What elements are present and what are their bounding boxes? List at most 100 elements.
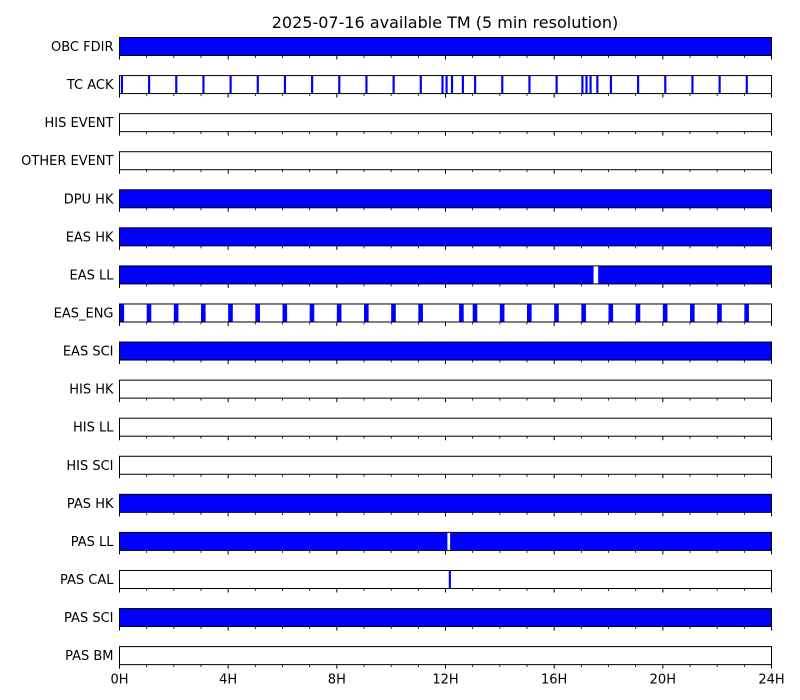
rows-layer: OBC FDIR TC ACK HIS EVENT OTHER EVENT DPU HK… [21,37,772,669]
timeline-row: DPU HK [64,189,772,212]
availability-segment [608,303,614,322]
timeline-row: PAS SCI [64,608,772,631]
availability-segment [338,75,341,94]
row-background [119,151,772,170]
availability-segment [120,75,124,94]
x-tick-label: 16H [541,673,567,688]
availability-segment [391,303,396,322]
availability-segment [609,75,613,94]
x-tick-label: 4H [219,673,237,688]
timeline-row: EAS_ENG [54,303,772,326]
timeline-row: PAS HK [67,493,772,517]
row-background [119,646,772,665]
availability-segment [119,189,772,208]
x-tick-label: 0H [110,673,128,688]
row-label: EAS LL [70,268,115,283]
timeline-row: TC ACK [66,75,772,98]
availability-segment [282,303,288,322]
row-label: HIS HK [69,383,114,398]
availability-segment [311,75,314,94]
availability-segment [598,265,772,284]
availability-segment [146,303,152,322]
row-background [119,570,772,589]
availability-segment [256,75,259,94]
availability-segment [119,608,772,627]
availability-segment [501,75,504,94]
row-label: PAS CAL [60,573,114,588]
availability-segment [744,303,749,322]
row-label: HIS SCI [66,459,113,474]
x-axis: 0H 4H 8H 12H 16H 20H 24H [110,673,784,688]
availability-segment [336,303,342,322]
row-label: PAS LL [71,535,115,550]
availability-segment [119,303,125,322]
row-background [119,456,772,475]
row-label: TC ACK [66,78,114,93]
row-label: PAS SCI [64,611,113,626]
availability-segment [418,303,423,322]
availability-segment [717,303,722,322]
row-background [119,303,772,322]
availability-segment [283,75,287,94]
row-background [119,380,772,399]
availability-segment [690,303,695,322]
timeline-row: EAS HK [66,227,772,250]
availability-segment [419,75,422,94]
row-label: OTHER EVENT [21,154,113,169]
availability-segment [175,75,178,94]
availability-segment [445,75,448,94]
availability-segment [119,265,594,284]
availability-segment [554,303,559,322]
timeline-row: HIS HK [69,379,772,403]
availability-segment [527,303,532,322]
availability-segment [450,75,454,94]
availability-segment [637,75,640,94]
availability-segment [718,75,721,94]
timeline-row: EAS LL [70,265,772,288]
availability-segment [448,570,451,589]
availability-segment [365,75,368,94]
availability-segment [119,532,448,551]
row-label: PAS HK [67,497,114,512]
row-label: EAS HK [66,230,114,245]
timeline-row: OTHER EVENT [21,151,772,174]
row-label: EAS SCI [63,345,114,360]
availability-segment [461,75,464,94]
timeline-row: PAS BM [65,646,772,669]
availability-segment [229,75,232,94]
availability-segment [173,303,179,322]
availability-segment [662,303,668,322]
availability-segment [119,227,772,246]
availability-segment [499,303,505,322]
availability-segment [119,494,772,513]
availability-segment [450,532,772,551]
availability-segment [148,75,151,94]
availability-segment [589,75,592,94]
timeline-row: PAS CAL [60,569,772,593]
availability-segment [364,303,369,322]
row-background [119,113,772,132]
row-frame [119,493,772,513]
availability-segment [635,303,641,322]
timeline-row: HIS LL [73,417,772,441]
availability-segment [119,37,772,56]
availability-segment [745,75,748,94]
availability-segment [119,342,772,361]
timeline-row: OBC FDIR [51,37,772,60]
row-label: DPU HK [64,192,114,207]
chart-title: 2025-07-16 available TM (5 min resolutio… [272,13,618,32]
availability-segment [202,75,205,94]
availability-segment [228,303,233,322]
timeline-row: HIS SCI [66,455,772,479]
availability-segment [392,75,395,94]
availability-segment [585,75,588,94]
row-label: PAS BM [65,649,113,664]
availability-segment [201,303,206,322]
timeline-row: PAS LL [71,531,772,555]
availability-segment [581,303,586,322]
x-tick-label: 20H [650,673,676,688]
availability-segment [691,75,694,94]
row-label: EAS_ENG [54,306,114,321]
availability-segment [474,75,477,94]
